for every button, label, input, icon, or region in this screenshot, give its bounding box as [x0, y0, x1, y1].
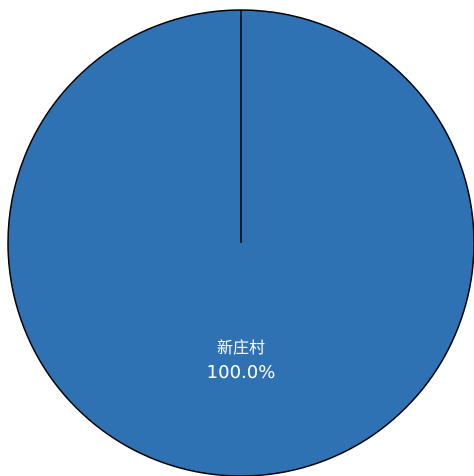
slice-percent-label: 100.0% — [207, 362, 276, 383]
pie-slices — [7, 9, 474, 476]
pie-labels: 新庄村 100.0% — [207, 338, 276, 383]
slice-label: 新庄村 — [217, 338, 265, 357]
